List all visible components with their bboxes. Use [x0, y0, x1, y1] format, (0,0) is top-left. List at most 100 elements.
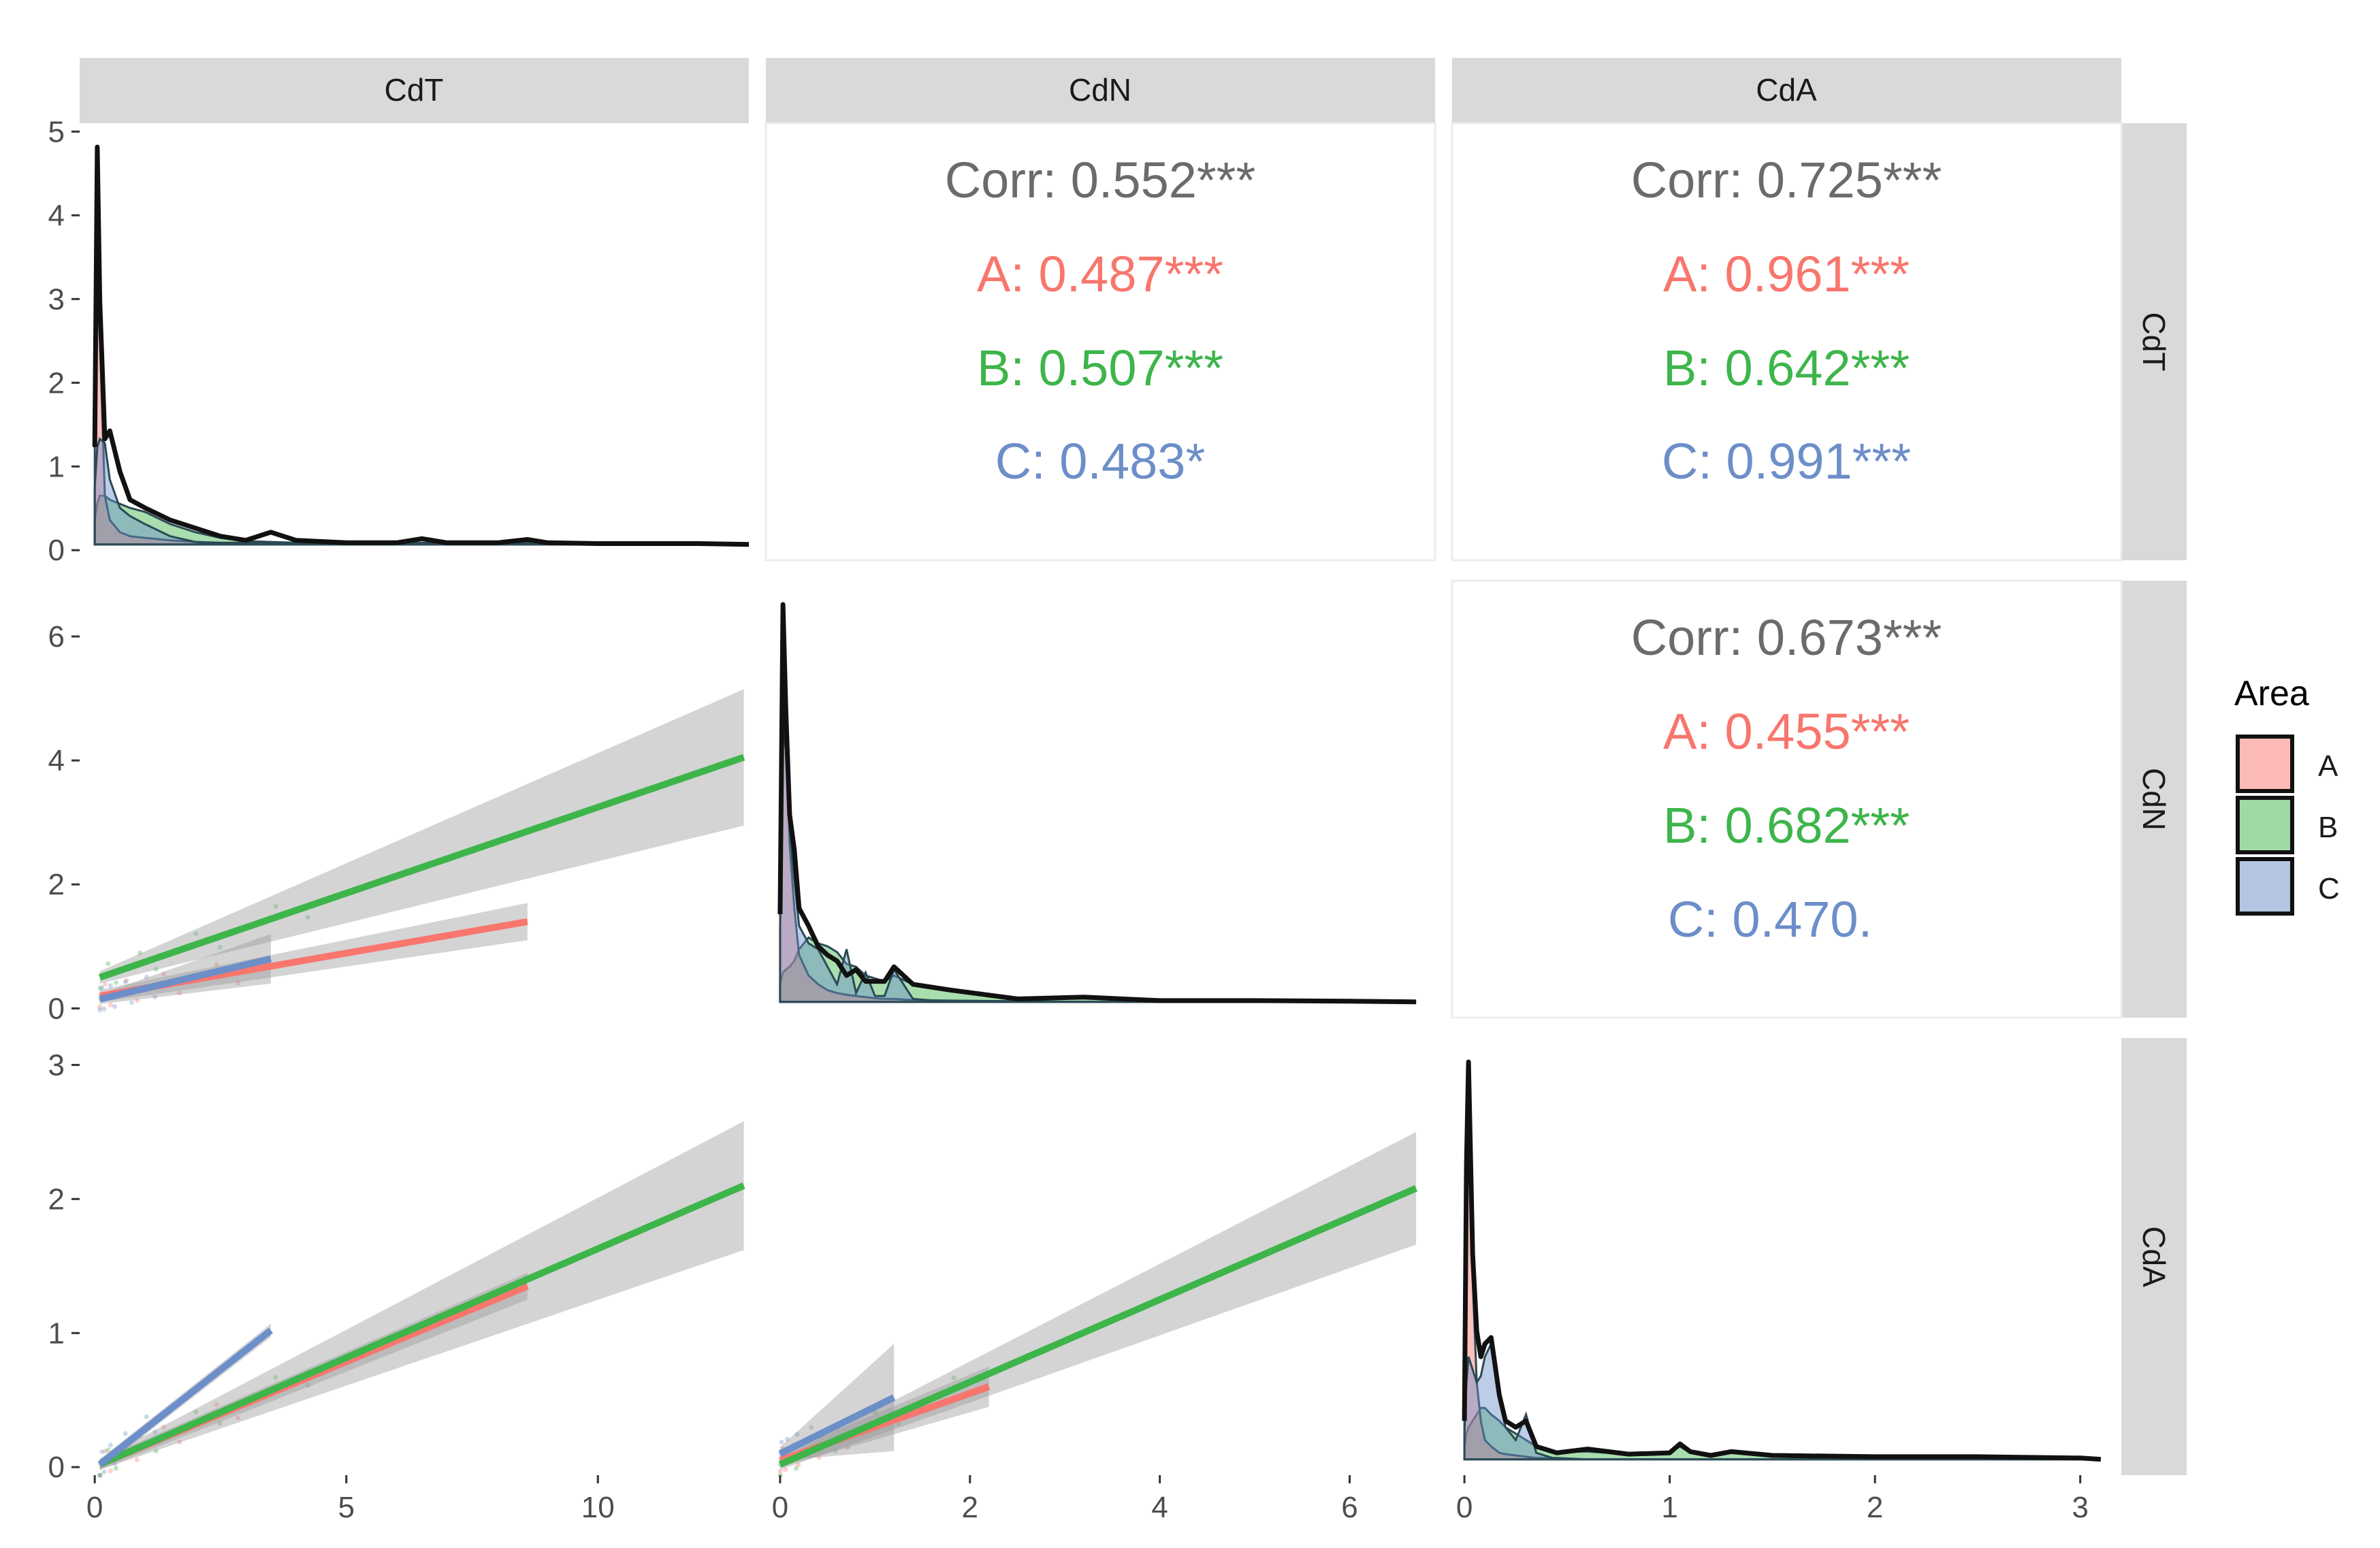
x-tick-label: 1 — [1661, 1491, 1677, 1524]
scatter-point — [896, 1421, 901, 1427]
legend-label-c: C — [2318, 872, 2340, 905]
scatter-point — [123, 980, 128, 985]
legend-label-a: A — [2318, 749, 2338, 783]
regression-line-c — [97, 1327, 273, 1468]
x-tick-label: 0 — [86, 1491, 103, 1524]
scatter-point — [217, 1421, 223, 1426]
y-tick-label: 1 — [48, 450, 65, 483]
corr-a-text: A: 0.961*** — [1663, 246, 1910, 302]
scatter-point — [97, 1472, 103, 1478]
scatter-point — [144, 975, 149, 980]
scatter-point — [134, 998, 140, 1003]
scatter-point — [273, 903, 278, 909]
confidence-band-b — [99, 689, 744, 984]
scatter-point — [101, 1006, 107, 1012]
scatter-point — [235, 980, 240, 986]
x-tick-label: 4 — [1151, 1491, 1168, 1524]
y-tick-label: 2 — [48, 366, 65, 400]
scatter-point — [777, 1468, 783, 1474]
legend-key-c — [2236, 857, 2294, 916]
scatter-point — [845, 1445, 850, 1450]
scatter-point — [161, 1424, 166, 1430]
y-tick-label: 5 — [48, 115, 65, 148]
corr-c-text: C: 0.991*** — [1662, 433, 1911, 489]
scatter-point — [97, 986, 103, 991]
density-panels — [92, 144, 2102, 1462]
y-tick-label: 4 — [48, 199, 65, 232]
corr-a-text: A: 0.487*** — [977, 246, 1223, 302]
scatter-point — [193, 931, 199, 936]
legend-key-a — [2236, 735, 2294, 793]
regression-line-c — [778, 1394, 896, 1457]
scatter-point — [106, 961, 111, 967]
corr-c-text: C: 0.470. — [1668, 891, 1872, 948]
y-tick-label: 0 — [48, 534, 65, 567]
regression-panels — [97, 689, 1418, 1478]
scatter-point — [97, 1004, 103, 1010]
scatter-panel-cdn-cdt — [97, 689, 745, 1013]
corr-a-text: A: 0.455*** — [1663, 703, 1910, 760]
scatter-point — [99, 985, 105, 990]
scatter-point — [794, 1466, 799, 1471]
density-total-line — [92, 144, 750, 547]
x-tick-label: 10 — [581, 1491, 615, 1524]
scatter-point — [217, 945, 223, 950]
scatter-point — [177, 990, 182, 996]
corr-b-text: B: 0.507*** — [977, 340, 1223, 396]
scatter-point — [193, 1409, 199, 1415]
strip-label-row-cdn: CdN — [2136, 768, 2172, 831]
strip-col-cdt — [80, 58, 749, 123]
row-strips: CdT CdN CdA — [2121, 123, 2187, 1475]
scatter-point — [123, 1431, 128, 1436]
scatter-point — [796, 1462, 801, 1468]
scatter-point — [97, 1472, 103, 1478]
x-tick-label: 2 — [962, 1491, 978, 1524]
density-total-line — [777, 602, 1417, 1005]
scatter-point — [112, 1461, 117, 1466]
corr-panel-frame — [765, 122, 1436, 562]
scatter-panel-cda-cdn — [777, 1131, 1418, 1478]
scatter-point — [114, 1466, 118, 1471]
strip-row-cda — [2121, 1038, 2187, 1475]
density-panel-cdt — [92, 144, 750, 547]
corr-overall-text: Corr: 0.552*** — [945, 152, 1256, 208]
confidence-band-b — [779, 1131, 1417, 1470]
scatter-point — [152, 1430, 158, 1435]
scatter-point — [108, 983, 113, 988]
x-tick-label: 2 — [1867, 1491, 1883, 1524]
strip-label-row-cdt: CdT — [2136, 312, 2172, 372]
scatter-point — [153, 967, 159, 972]
scatter-point — [177, 1440, 182, 1445]
y-tick-label: 0 — [48, 992, 65, 1025]
regression-line-c — [99, 955, 272, 1003]
scatter-point — [108, 1468, 113, 1474]
corr-overall-text: Corr: 0.673*** — [1631, 609, 1942, 666]
strip-row-cdt — [2121, 123, 2187, 560]
corr-b-text: B: 0.682*** — [1663, 797, 1910, 854]
scatter-point — [273, 1374, 278, 1380]
corr-panel-cdt-cda: Corr: 0.725*** A: 0.961*** B: 0.642*** C… — [1451, 122, 2123, 562]
y-tick-label: 4 — [48, 744, 65, 777]
regression-line-b — [98, 754, 745, 981]
density-panel-cda — [1462, 1059, 2102, 1462]
y-tick-label: 3 — [48, 283, 65, 316]
scatter-point — [103, 982, 108, 987]
confidence-band-b — [99, 1121, 744, 1470]
scatter-point — [99, 1449, 105, 1455]
scatter-point — [129, 1000, 134, 1005]
scatter-point — [833, 1449, 838, 1454]
strip-col-cda — [1452, 58, 2121, 123]
regression-line-b — [778, 1185, 1418, 1468]
scatter-point — [779, 1439, 784, 1445]
scatter-point — [124, 978, 129, 983]
legend-key-b — [2236, 796, 2294, 854]
scatter-point — [816, 1455, 822, 1460]
legend-title: Area — [2234, 674, 2309, 713]
scatter-point — [103, 1449, 108, 1454]
strip-row-cdn — [2121, 581, 2187, 1018]
strip-col-cdn — [766, 58, 1435, 123]
scatter-point — [153, 1449, 159, 1453]
x-tick-label: 0 — [1456, 1491, 1473, 1524]
strip-label-col-cdn: CdN — [1069, 72, 1131, 108]
